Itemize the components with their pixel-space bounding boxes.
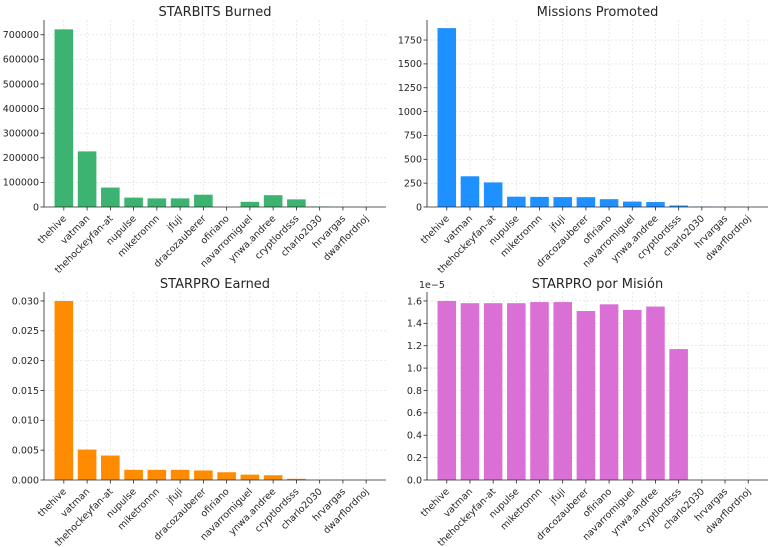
bar-cryptlordsss <box>287 199 306 207</box>
bar-cryptlordsss <box>287 478 306 480</box>
chart-title: Missions Promoted <box>537 5 659 20</box>
bar-ynwa.andree <box>263 195 283 207</box>
bar-navarromiguel <box>623 201 642 207</box>
bar-vatman <box>460 303 480 480</box>
bar-miketronnn <box>147 469 167 480</box>
bar-miketronnn <box>147 198 167 207</box>
y-tick-label: 1.2 <box>407 341 422 352</box>
bar-navarromiguel <box>623 309 642 480</box>
y-tick-label: 0.2 <box>407 453 422 464</box>
bar-cryptlordsss <box>669 205 688 207</box>
bar-navarromiguel <box>240 474 260 480</box>
y-tick-label: 250 <box>404 178 422 189</box>
y-tick-label: 0.8 <box>407 386 422 397</box>
bar-navarromiguel <box>240 201 260 207</box>
bar-jfuji <box>553 197 572 207</box>
y-tick-label: 750 <box>404 131 422 142</box>
y-tick-label: 0.0 <box>407 475 422 486</box>
bar-jfuji <box>170 469 190 480</box>
bar-vatman <box>460 176 480 207</box>
y-tick-label: 300000 <box>3 128 39 139</box>
y-tick-label: 0 <box>33 202 39 213</box>
y-tick-label: 0 <box>416 202 422 213</box>
bar-vatman <box>77 449 97 480</box>
y-tick-label: 0.000 <box>12 475 39 486</box>
y-tick-label: 1.6 <box>407 296 422 307</box>
y-tick-label: 0.020 <box>12 356 39 367</box>
y-tick-label: 1250 <box>398 83 422 94</box>
bar-thehockeyfan-at <box>483 182 503 207</box>
bar-miketronnn <box>530 302 549 480</box>
bar-ynwa.andree <box>646 202 665 207</box>
y-tick-label: 0.030 <box>12 296 39 307</box>
bar-ofiriano <box>599 304 619 480</box>
bar-thehockeyfan-at <box>101 187 120 207</box>
bar-thehive <box>54 300 74 480</box>
bar-jfuji <box>170 198 190 207</box>
bar-dracozauberer <box>576 197 596 207</box>
y-tick-label: 500 <box>404 155 422 166</box>
bar-nupulse <box>124 469 143 480</box>
chart-panel-starpro-earned: 0.0000.0050.0100.0150.0200.0250.030thehi… <box>12 277 386 547</box>
y-tick-label: 0.005 <box>12 445 39 456</box>
bar-ofiriano <box>217 472 236 480</box>
y-tick-label: 1.4 <box>407 319 422 330</box>
y-tick-label: 0.6 <box>407 408 422 419</box>
bar-jfuji <box>553 302 572 480</box>
bar-ofiriano <box>599 199 619 207</box>
bar-nupulse <box>507 196 526 207</box>
y-tick-label: 0.025 <box>12 326 39 337</box>
y-tick-label: 400000 <box>3 104 39 115</box>
y-tick-label: 1500 <box>398 59 422 70</box>
bar-thehive <box>437 28 457 207</box>
chart-panel-starpro-por-mision: 0.00.20.40.60.81.01.21.41.6thehivevatman… <box>407 277 768 547</box>
y-tick-label: 600000 <box>3 55 39 66</box>
y-tick-label: 100000 <box>3 178 39 189</box>
bar-thehive <box>54 29 74 207</box>
y-tick-label: 0.015 <box>12 386 39 397</box>
chart-title: STARBITS Burned <box>159 5 272 20</box>
bar-dracozauberer <box>576 311 596 480</box>
bar-thehive <box>437 300 457 480</box>
y-tick-label: 1000 <box>398 107 422 118</box>
bar-vatman <box>77 151 97 207</box>
y-tick-label: 0.010 <box>12 416 39 427</box>
bar-miketronnn <box>530 196 549 207</box>
y-tick-label: 0.4 <box>407 431 422 442</box>
bar-nupulse <box>507 303 526 480</box>
bar-thehockeyfan-at <box>101 455 120 480</box>
bar-ynwa.andree <box>263 475 283 480</box>
chart-panel-starbits-burned: 0 100000 200000 300000 400000 500000 600000 700… <box>3 5 386 276</box>
y-tick-label: 1.0 <box>407 363 422 374</box>
y-tick-label: 700000 <box>3 30 39 41</box>
chart-title: STARPRO por Misión <box>532 277 663 292</box>
bar-thehockeyfan-at <box>483 303 503 480</box>
y-tick-label: 1750 <box>398 35 422 46</box>
y-tick-label: 500000 <box>3 79 39 90</box>
y-axis-offset-label: 1e−5 <box>419 280 445 291</box>
bar-cryptlordsss <box>669 349 688 480</box>
bar-dracozauberer <box>194 194 213 207</box>
chart-panel-missions-promoted: 02505007501000125015001750thehivevatmant… <box>398 5 768 276</box>
bar-nupulse <box>124 197 143 207</box>
bar-ynwa.andree <box>646 306 665 480</box>
chart-title: STARPRO Earned <box>160 277 270 292</box>
bar-dracozauberer <box>194 470 213 480</box>
y-tick-label: 200000 <box>3 153 39 164</box>
